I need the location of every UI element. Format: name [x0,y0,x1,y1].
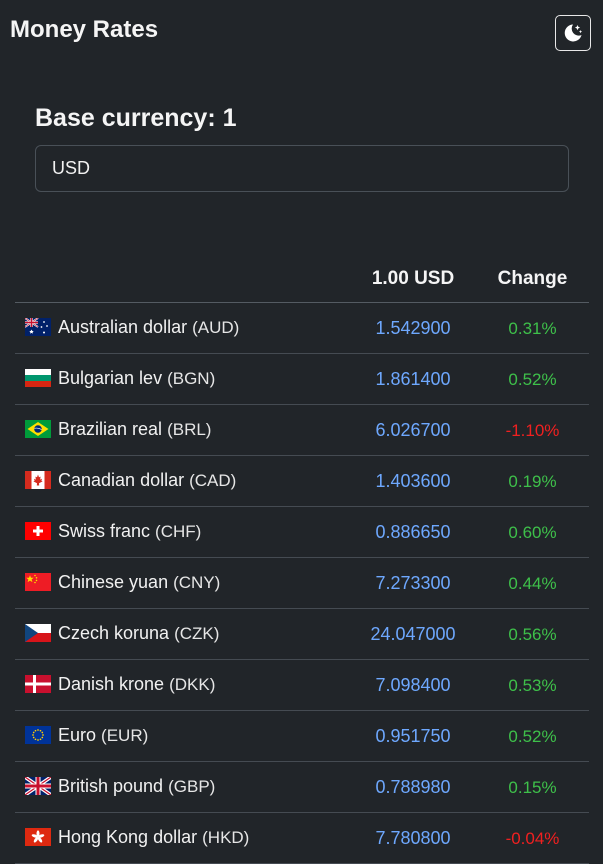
currency-name: Canadian dollar (CAD) [58,470,236,491]
currency-name-text: Swiss franc [58,521,151,541]
amount-column-header: 1.00 USD [371,268,455,289]
currency-code: (DKK) [169,675,216,694]
table-row: Hong Kong dollar (HKD) 7.780800 -0.04% [15,813,589,864]
table-row: Chinese yuan (CNY) 7.273300 0.44% [15,558,589,609]
currency-change: 0.52% [508,727,557,746]
rates-table: 1.00 USD Change Australian dollar (AUD) 1… [15,252,589,864]
currency-change: 0.44% [508,574,557,593]
currency-rate: 6.026700 [375,420,451,440]
currency-rate: 24.047000 [370,624,456,644]
currency-name: Chinese yuan (CNY) [58,572,220,593]
currency-name-text: British pound [58,776,164,796]
change-column-header: Change [497,268,568,289]
currency-rate: 0.788980 [375,777,451,797]
currency-rate: 0.951750 [375,726,451,746]
currency-change: 0.31% [508,319,557,338]
flag-br-icon [25,420,51,438]
table-row: Danish krone (DKK) 7.098400 0.53% [15,660,589,711]
currency-name-text: Bulgarian lev [58,368,163,388]
flag-gb-icon [25,777,51,795]
table-row: Canadian dollar (CAD) 1.403600 0.19% [15,456,589,507]
currency-code: (AUD) [192,318,240,337]
currency-name: Czech koruna (CZK) [58,623,219,644]
currency-name-text: Canadian dollar [58,470,185,490]
flag-hk-icon [25,828,51,846]
currency-change: 0.56% [508,625,557,644]
theme-toggle-button[interactable] [555,15,591,51]
flag-cn-icon [25,573,51,591]
currency-rate: 7.780800 [375,828,451,848]
currency-name: Danish krone (DKK) [58,674,215,695]
currency-code: (HKD) [202,828,250,847]
currency-name: Bulgarian lev (BGN) [58,368,215,389]
flag-ch-icon [25,522,51,540]
currency-code: (EUR) [101,726,149,745]
currency-rate: 7.273300 [375,573,451,593]
currency-change: 0.60% [508,523,557,542]
currency-change: 0.53% [508,676,557,695]
flag-eu-icon [25,726,51,744]
base-currency-input[interactable] [35,145,569,192]
currency-rate: 7.098400 [375,675,451,695]
flag-bg-icon [25,369,51,387]
currency-code: (CZK) [174,624,220,643]
currency-change: 0.52% [508,370,557,389]
currency-code: (CHF) [155,522,202,541]
currency-name-text: Australian dollar [58,317,188,337]
currency-name-text: Euro [58,725,97,745]
table-row: Euro (EUR) 0.951750 0.52% [15,711,589,762]
table-row: Bulgarian lev (BGN) 1.861400 0.52% [15,354,589,405]
currency-name: Hong Kong dollar (HKD) [58,827,249,848]
currency-name-text: Brazilian real [58,419,163,439]
currency-name: British pound (GBP) [58,776,215,797]
currency-change: 0.19% [508,472,557,491]
moon-stars-icon [564,24,583,42]
base-currency-heading: Base currency: 1 [35,104,237,132]
currency-name: Brazilian real (BRL) [58,419,211,440]
currency-code: (CNY) [173,573,221,592]
currency-rate: 0.886650 [375,522,451,542]
currency-rate: 1.861400 [375,369,451,389]
currency-code: (BGN) [167,369,216,388]
currency-name-text: Czech koruna [58,623,170,643]
currency-rate: 1.403600 [375,471,451,491]
currency-name: Euro (EUR) [58,725,148,746]
flag-dk-icon [25,675,51,693]
table-header: 1.00 USD Change [15,252,589,303]
currency-rate: 1.542900 [375,318,451,338]
currency-name: Swiss franc (CHF) [58,521,201,542]
currency-change: 0.15% [508,778,557,797]
currency-name-text: Hong Kong dollar [58,827,198,847]
flag-au-icon [25,318,51,336]
table-row: Australian dollar (AUD) 1.542900 0.31% [15,303,589,354]
table-row: Swiss franc (CHF) 0.886650 0.60% [15,507,589,558]
app-title: Money Rates [10,16,159,43]
flag-cz-icon [25,624,51,642]
table-row: Brazilian real (BRL) 6.026700 -1.10% [15,405,589,456]
table-row: Czech koruna (CZK) 24.047000 0.56% [15,609,589,660]
currency-code: (BRL) [167,420,212,439]
currency-name-text: Chinese yuan [58,572,169,592]
currency-name-text: Danish krone [58,674,165,694]
currency-change: -0.04% [505,829,560,848]
flag-ca-icon [25,471,51,489]
currency-code: (GBP) [168,777,216,796]
currency-change: -1.10% [505,421,560,440]
currency-code: (CAD) [189,471,237,490]
currency-name: Australian dollar (AUD) [58,317,239,338]
table-row: British pound (GBP) 0.788980 0.15% [15,762,589,813]
